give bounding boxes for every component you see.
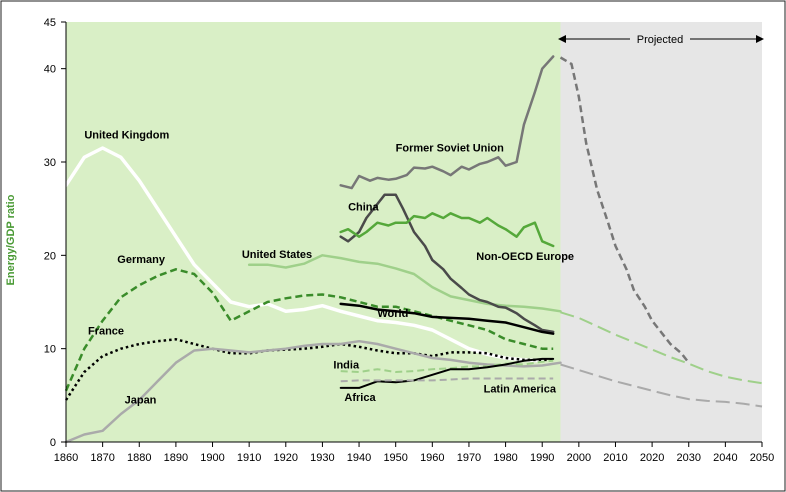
plot-background — [66, 22, 762, 442]
series-line-japan — [64, 339, 562, 444]
x-tick-label-1910: 1910 — [237, 452, 261, 464]
series-line-world — [339, 302, 555, 335]
y-tick-label-0: 0 — [50, 437, 56, 449]
projected-label: Projected — [637, 34, 683, 46]
series-line-france — [64, 338, 554, 401]
x-tick-label-1970: 1970 — [457, 452, 481, 464]
x-tick-label-1960: 1960 — [420, 452, 444, 464]
y-tick-label-40: 40 — [44, 64, 56, 76]
series-label-former-soviet-union: Former Soviet Union — [396, 143, 504, 155]
series-label-non-oecd-europe: Non-OECD Europe — [476, 251, 574, 263]
x-tick-label-1870: 1870 — [90, 452, 114, 464]
series-line-latin-america — [340, 377, 554, 383]
series-label-united-states: United States — [242, 249, 312, 261]
x-tick-label-1880: 1880 — [127, 452, 151, 464]
series-label-france: France — [88, 326, 124, 338]
x-tick-label-2020: 2020 — [640, 452, 664, 464]
series-label-china: China — [348, 202, 379, 214]
projected-label-bg — [630, 31, 690, 47]
series-line-non-oecd-europe — [339, 212, 555, 248]
series-group — [64, 55, 763, 444]
x-tick-label-1920: 1920 — [274, 452, 298, 464]
series-line-united-states — [247, 254, 562, 313]
series-label-world: World — [377, 308, 408, 320]
axes: 1860 1870 1880 1890 1900 1910 1920 1930 1940 1950… — [44, 17, 774, 464]
x-tick-label-1860: 1860 — [54, 452, 78, 464]
x-tick-label-2030: 2030 — [676, 452, 700, 464]
series-line-united-kingdom — [64, 146, 544, 363]
projected-annotation: Projected — [558, 31, 764, 47]
series-label-japan: Japan — [125, 395, 157, 407]
y-tick-label-45: 45 — [44, 17, 56, 29]
series-label-latin-america: Latin America — [484, 384, 557, 396]
projection-line-former-soviet-union — [559, 56, 690, 364]
x-tick-label-1930: 1930 — [310, 452, 334, 464]
projection-line-united-states — [560, 311, 763, 385]
x-tick-label-1950: 1950 — [383, 452, 407, 464]
series-label-united-kingdom: United Kingdom — [84, 130, 169, 142]
projection-line-japan — [560, 363, 763, 408]
x-tick-label-1900: 1900 — [200, 452, 224, 464]
y-tick-label-20: 20 — [44, 250, 56, 262]
historic-region — [66, 22, 561, 442]
series-labels: United Kingdom Germany France Japan United S… — [84, 130, 574, 407]
x-tick-label-2010: 2010 — [603, 452, 627, 464]
y-axis-label: Energy/GDP ratio — [5, 194, 17, 285]
projected-region — [560, 22, 762, 442]
projected-arrow-left-icon — [558, 35, 566, 43]
series-line-china — [339, 193, 555, 334]
x-tick-label-1980: 1980 — [493, 452, 517, 464]
x-tick-label-1940: 1940 — [347, 452, 371, 464]
series-label-india: India — [333, 359, 360, 371]
x-tick-label-2050: 2050 — [750, 452, 774, 464]
x-tick-label-2000: 2000 — [567, 452, 591, 464]
y-tick-label-10: 10 — [44, 344, 56, 356]
x-tick-label-1990: 1990 — [530, 452, 554, 464]
series-label-germany: Germany — [117, 254, 166, 266]
x-tick-label-1890: 1890 — [164, 452, 188, 464]
y-tick-label-30: 30 — [44, 157, 56, 169]
projected-arrow-right-icon — [756, 35, 764, 43]
x-tick-label-2040: 2040 — [713, 452, 737, 464]
series-label-africa: Africa — [344, 392, 376, 404]
series-line-former-soviet-union — [339, 55, 555, 190]
